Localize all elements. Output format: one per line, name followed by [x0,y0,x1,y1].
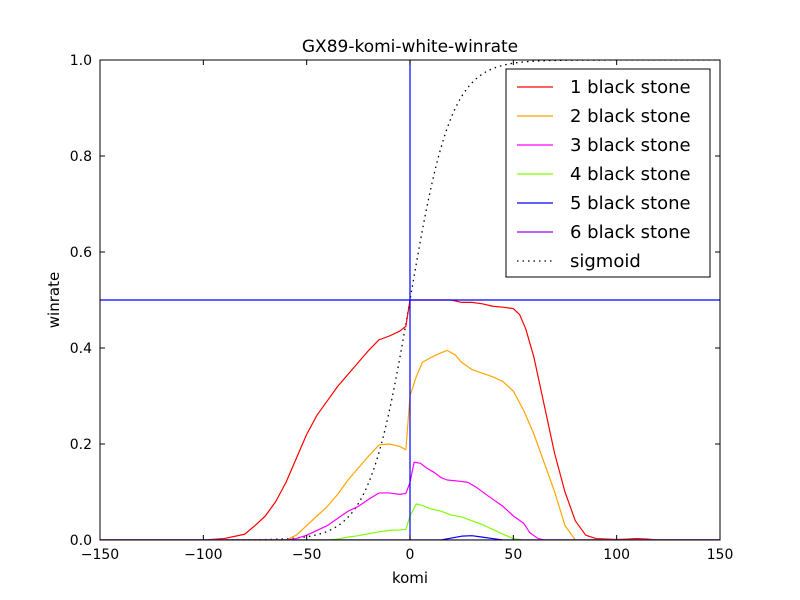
chart-title: GX89-komi-white-winrate [302,37,518,57]
y-tick-label: 0.6 [70,245,92,261]
legend-label-3-black-stone: 3 black stone [570,135,691,156]
y-tick-label: 1.0 [70,53,92,69]
series-line-4-black-stone [100,503,720,540]
x-tick-label: 100 [603,547,630,563]
x-tick-label: −150 [81,547,119,563]
legend-box [505,68,711,278]
legend-label-6-black-stone: 6 black stone [570,222,691,243]
legend-label-5-black-stone: 5 black stone [570,193,691,214]
y-tick-label: 0.4 [70,341,92,357]
legend-label-sigmoid: sigmoid [570,251,641,272]
legend-items: 1 black stone 2 black stone 3 black stone 4… [517,77,691,272]
series-line-3-black-stone [100,461,720,540]
reference-lines [100,60,720,540]
x-tick-label: −100 [184,547,222,563]
x-tick-label: 0 [406,547,415,563]
y-tick-label: 0.0 [70,533,92,549]
plot-area: −150 −100 −50 0 50 100 150 0.0 0.2 0.4 0.6 0.8 1.0 [70,53,734,563]
series-layer [100,60,720,540]
x-tick-label: −50 [292,547,322,563]
legend-label-1-black-stone: 1 black stone [570,77,691,98]
y-axis: 0.0 0.2 0.4 0.6 0.8 1.0 [70,53,720,549]
x-axis-label: komi [392,569,428,587]
legend-label-2-black-stone: 2 black stone [570,106,691,127]
legend-label-4-black-stone: 4 black stone [570,164,691,185]
y-tick-label: 0.2 [70,437,92,453]
x-axis: −150 −100 −50 0 50 100 150 [81,60,734,563]
y-axis-label: winrate [45,272,63,328]
legend: 1 black stone 2 black stone 3 black stone 4… [505,68,711,278]
series-line-2-black-stone [100,349,720,540]
x-tick-label: 50 [504,547,522,563]
x-tick-label: 150 [707,547,734,563]
y-tick-label: 0.8 [70,149,92,165]
